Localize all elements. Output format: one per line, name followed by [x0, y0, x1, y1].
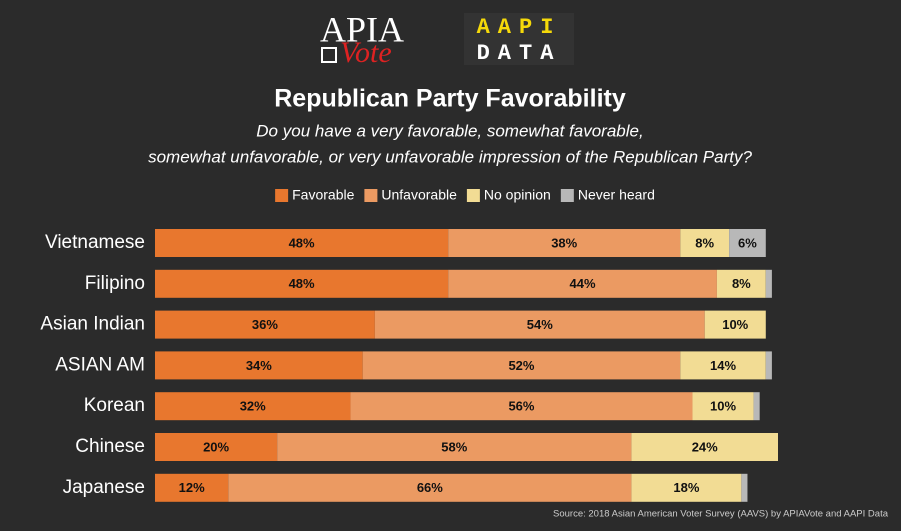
- logo-right-box: [464, 13, 574, 65]
- bar-segment: [753, 392, 760, 421]
- bar-segment: [692, 392, 754, 421]
- bar-segment: [680, 351, 766, 380]
- category-label: Vietnamese: [45, 232, 145, 253]
- value-label: 36%: [252, 317, 278, 332]
- logo-left-bottom: Vote: [340, 36, 392, 69]
- legend-swatch: [364, 189, 378, 202]
- value-label: 52%: [508, 358, 534, 373]
- bar-segment: [155, 473, 229, 502]
- category-label: Chinese: [75, 436, 145, 457]
- value-label: 48%: [289, 276, 315, 291]
- value-label: 54%: [527, 317, 553, 332]
- subtitle: somewhat unfavorable, or very unfavorabl…: [148, 147, 752, 166]
- bar-segment: [716, 269, 766, 298]
- bar-segment: [155, 433, 278, 461]
- value-label: 44%: [570, 276, 596, 291]
- value-label: 24%: [692, 439, 718, 454]
- value-label: 14%: [710, 358, 736, 373]
- bar-segment: [277, 433, 632, 461]
- value-label: 12%: [179, 480, 205, 495]
- logo-right-bottom: DATA: [477, 41, 562, 66]
- value-label: 10%: [722, 317, 748, 332]
- chart-title: Republican Party Favorability: [274, 85, 626, 113]
- bar-segment: [680, 229, 730, 257]
- value-label: 34%: [246, 358, 272, 373]
- bar-segment: [374, 310, 705, 339]
- category-label: Korean: [84, 395, 145, 416]
- logo-left-top: APIA: [320, 9, 404, 49]
- logo-checkbox: [321, 47, 337, 63]
- logo-right-top: AAPI: [477, 15, 562, 40]
- value-label: 8%: [732, 276, 751, 291]
- bar-segment: [155, 351, 363, 380]
- bar-segment: [350, 392, 693, 421]
- legend-label: No opinion: [484, 187, 551, 203]
- category-label: Japanese: [63, 477, 145, 498]
- bar-segment: [362, 351, 681, 380]
- source: Source: 2018 Asian American Voter Survey…: [553, 509, 889, 520]
- category-label: Filipino: [85, 273, 145, 294]
- value-label: 6%: [738, 235, 757, 250]
- bar-segment: [155, 392, 351, 421]
- value-label: 38%: [551, 235, 577, 250]
- bar-segment: [155, 269, 449, 298]
- legend-swatch: [560, 189, 574, 202]
- bar-segment: [155, 310, 375, 339]
- bar-segment: [228, 473, 632, 502]
- legend-label: Unfavorable: [381, 187, 457, 203]
- legend-label: Favorable: [292, 187, 354, 203]
- legend-swatch: [275, 189, 289, 202]
- category-label: ASIAN AM: [55, 354, 145, 375]
- bar-segment: [729, 229, 766, 257]
- legend-swatch: [466, 189, 480, 202]
- bar-segment: [631, 433, 778, 461]
- bar-segment: [765, 351, 772, 380]
- value-label: 20%: [203, 439, 229, 454]
- value-label: 58%: [441, 439, 467, 454]
- category-label: Asian Indian: [40, 314, 145, 335]
- value-label: 10%: [710, 399, 736, 414]
- bar-segment: [155, 229, 449, 257]
- bar-segment: [631, 473, 742, 502]
- bar-segment: [765, 269, 772, 298]
- subtitle: Do you have a very favorable, somewhat f…: [256, 121, 643, 140]
- bar-segment: [704, 310, 766, 339]
- value-label: 18%: [673, 480, 699, 495]
- value-label: 48%: [289, 235, 315, 250]
- bar-segment: [741, 473, 748, 502]
- value-label: 66%: [417, 480, 443, 495]
- value-label: 32%: [240, 399, 266, 414]
- value-label: 8%: [695, 235, 714, 250]
- bar-segment: [448, 229, 681, 257]
- legend-label: Never heard: [578, 187, 655, 203]
- bar-segment: [448, 269, 717, 298]
- value-label: 56%: [508, 399, 534, 414]
